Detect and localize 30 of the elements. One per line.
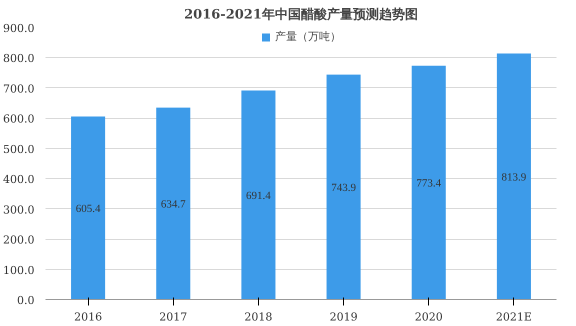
bar bbox=[496, 54, 531, 300]
bar bbox=[326, 74, 361, 300]
bar bbox=[71, 116, 106, 300]
bar bbox=[241, 90, 276, 300]
y-tick-label: 200.0 bbox=[3, 234, 35, 247]
data-label: 605.4 bbox=[76, 203, 101, 216]
y-tick-label: 500.0 bbox=[3, 142, 35, 156]
x-tick-label: 2018 bbox=[244, 310, 272, 324]
y-tick-label: 0.0 bbox=[17, 294, 35, 307]
x-tick-label: 2019 bbox=[330, 310, 358, 324]
y-tick-label: 100.0 bbox=[3, 264, 35, 277]
y-tick-label: 600.0 bbox=[3, 112, 35, 126]
data-label: 813.9 bbox=[502, 172, 527, 184]
chart-title: 2016-2021年中国醋酸产量预测趋势图 bbox=[184, 6, 418, 22]
y-tick-label: 900.0 bbox=[3, 22, 35, 35]
legend-label: 产量（万吨） bbox=[275, 30, 341, 44]
y-tick-label: 800.0 bbox=[3, 52, 35, 66]
data-label: 634.7 bbox=[160, 198, 186, 211]
x-tick-label: 2016 bbox=[74, 310, 102, 324]
y-tick-label: 700.0 bbox=[3, 82, 35, 96]
bar bbox=[412, 66, 446, 300]
data-label: 743.9 bbox=[331, 182, 356, 194]
x-tick-label: 2021E bbox=[496, 310, 532, 324]
data-label: 773.4 bbox=[416, 178, 442, 190]
x-tick-label: 2020 bbox=[414, 310, 443, 324]
y-tick-label: 300.0 bbox=[3, 203, 35, 216]
bar bbox=[156, 108, 190, 300]
data-label: 691.4 bbox=[246, 190, 272, 202]
y-tick-label: 400.0 bbox=[3, 173, 35, 186]
x-tick-label: 2017 bbox=[159, 310, 188, 324]
